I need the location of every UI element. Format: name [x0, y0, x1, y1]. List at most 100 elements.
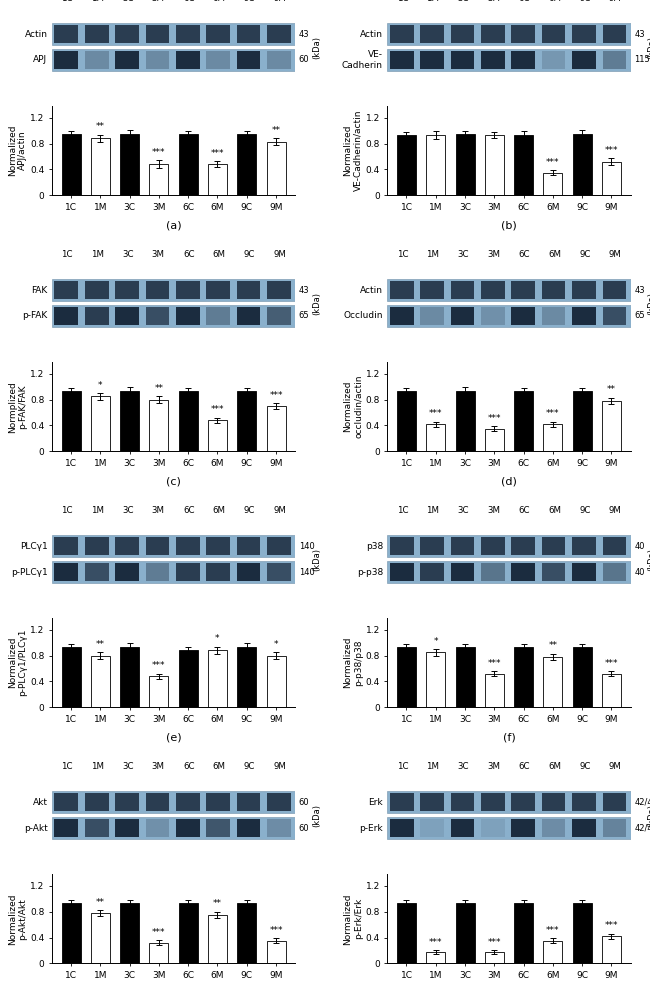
- Text: ***: ***: [488, 938, 501, 947]
- Bar: [237, 903, 256, 963]
- Text: **: **: [96, 897, 105, 907]
- Bar: [179, 391, 198, 452]
- Text: 42/44: 42/44: [634, 798, 650, 807]
- Text: VE-
Cadherin: VE- Cadherin: [342, 50, 383, 69]
- Text: ***: ***: [269, 390, 283, 399]
- Bar: [397, 135, 416, 196]
- Text: 3M: 3M: [152, 763, 165, 772]
- Text: p38: p38: [366, 541, 383, 550]
- Bar: [146, 282, 169, 299]
- Bar: [426, 424, 445, 452]
- Text: 9C: 9C: [244, 250, 255, 259]
- Bar: [55, 25, 78, 43]
- Bar: [62, 133, 81, 196]
- Bar: [120, 647, 139, 707]
- Text: 3M: 3M: [488, 0, 500, 3]
- Bar: [390, 25, 413, 43]
- Bar: [91, 913, 110, 963]
- Bar: [542, 819, 566, 837]
- Text: (kDa): (kDa): [647, 36, 650, 58]
- Bar: [55, 793, 78, 811]
- Bar: [542, 793, 566, 811]
- Text: 3C: 3C: [458, 763, 469, 772]
- Text: (kDa): (kDa): [647, 547, 650, 571]
- Bar: [150, 164, 168, 196]
- Text: 6M: 6M: [213, 506, 226, 516]
- Text: Akt: Akt: [32, 798, 47, 807]
- Bar: [52, 280, 295, 301]
- Text: 9M: 9M: [609, 763, 622, 772]
- Bar: [91, 396, 110, 452]
- Y-axis label: Normalized
occludin/actin: Normalized occludin/actin: [343, 374, 363, 439]
- Bar: [115, 307, 139, 325]
- Text: 3C: 3C: [458, 506, 469, 516]
- Bar: [390, 819, 413, 837]
- Text: 3M: 3M: [488, 763, 500, 772]
- Bar: [176, 819, 200, 837]
- Bar: [115, 793, 139, 811]
- Bar: [84, 819, 109, 837]
- Bar: [426, 135, 445, 196]
- Bar: [485, 674, 504, 707]
- Bar: [237, 51, 261, 69]
- Text: *: *: [434, 637, 438, 646]
- Bar: [542, 51, 566, 69]
- Text: 1M: 1M: [426, 0, 439, 3]
- Y-axis label: Normalized
p-Erk/Erk: Normalized p-Erk/Erk: [343, 893, 363, 945]
- Bar: [387, 49, 630, 71]
- Bar: [387, 305, 630, 327]
- Text: 9C: 9C: [579, 506, 591, 516]
- Text: 9C: 9C: [244, 506, 255, 516]
- Y-axis label: Normalized
VE-Cadherin/actin: Normalized VE-Cadherin/actin: [343, 110, 363, 192]
- Text: 60: 60: [299, 55, 309, 64]
- Bar: [397, 647, 416, 707]
- Text: 9C: 9C: [579, 0, 591, 3]
- Text: **: **: [155, 384, 163, 393]
- Bar: [267, 819, 291, 837]
- Bar: [542, 307, 566, 325]
- Bar: [146, 819, 169, 837]
- Bar: [514, 135, 533, 196]
- Bar: [267, 537, 291, 555]
- Bar: [456, 647, 474, 707]
- Text: 140: 140: [299, 567, 315, 577]
- Bar: [573, 133, 592, 196]
- Bar: [421, 537, 444, 555]
- Bar: [150, 399, 168, 452]
- Bar: [387, 791, 630, 813]
- Bar: [84, 307, 109, 325]
- Bar: [572, 282, 596, 299]
- Text: 6C: 6C: [183, 506, 194, 516]
- Bar: [55, 307, 78, 325]
- Text: 6C: 6C: [519, 0, 530, 3]
- Bar: [150, 677, 168, 707]
- Bar: [115, 819, 139, 837]
- Bar: [52, 561, 295, 583]
- Bar: [421, 25, 444, 43]
- Text: 1C: 1C: [62, 0, 73, 3]
- Bar: [602, 162, 621, 196]
- Bar: [481, 307, 504, 325]
- Text: **: **: [96, 123, 105, 131]
- Bar: [481, 537, 504, 555]
- Text: ***: ***: [152, 148, 166, 157]
- Text: 9M: 9M: [274, 250, 286, 259]
- Bar: [52, 791, 295, 813]
- Bar: [450, 25, 474, 43]
- Bar: [146, 307, 169, 325]
- Bar: [542, 537, 566, 555]
- Bar: [602, 674, 621, 707]
- Text: (kDa): (kDa): [312, 547, 321, 571]
- Text: (f): (f): [502, 732, 515, 742]
- Bar: [206, 819, 230, 837]
- Text: *: *: [215, 634, 220, 643]
- Text: p-Akt: p-Akt: [23, 824, 47, 833]
- Bar: [426, 951, 445, 963]
- Bar: [390, 793, 413, 811]
- Bar: [84, 537, 109, 555]
- Text: ***: ***: [211, 405, 224, 414]
- Bar: [514, 903, 533, 963]
- Bar: [573, 903, 592, 963]
- Bar: [206, 793, 230, 811]
- Y-axis label: Normalized
p-PLCγ1/PLCγ1: Normalized p-PLCγ1/PLCγ1: [8, 629, 27, 697]
